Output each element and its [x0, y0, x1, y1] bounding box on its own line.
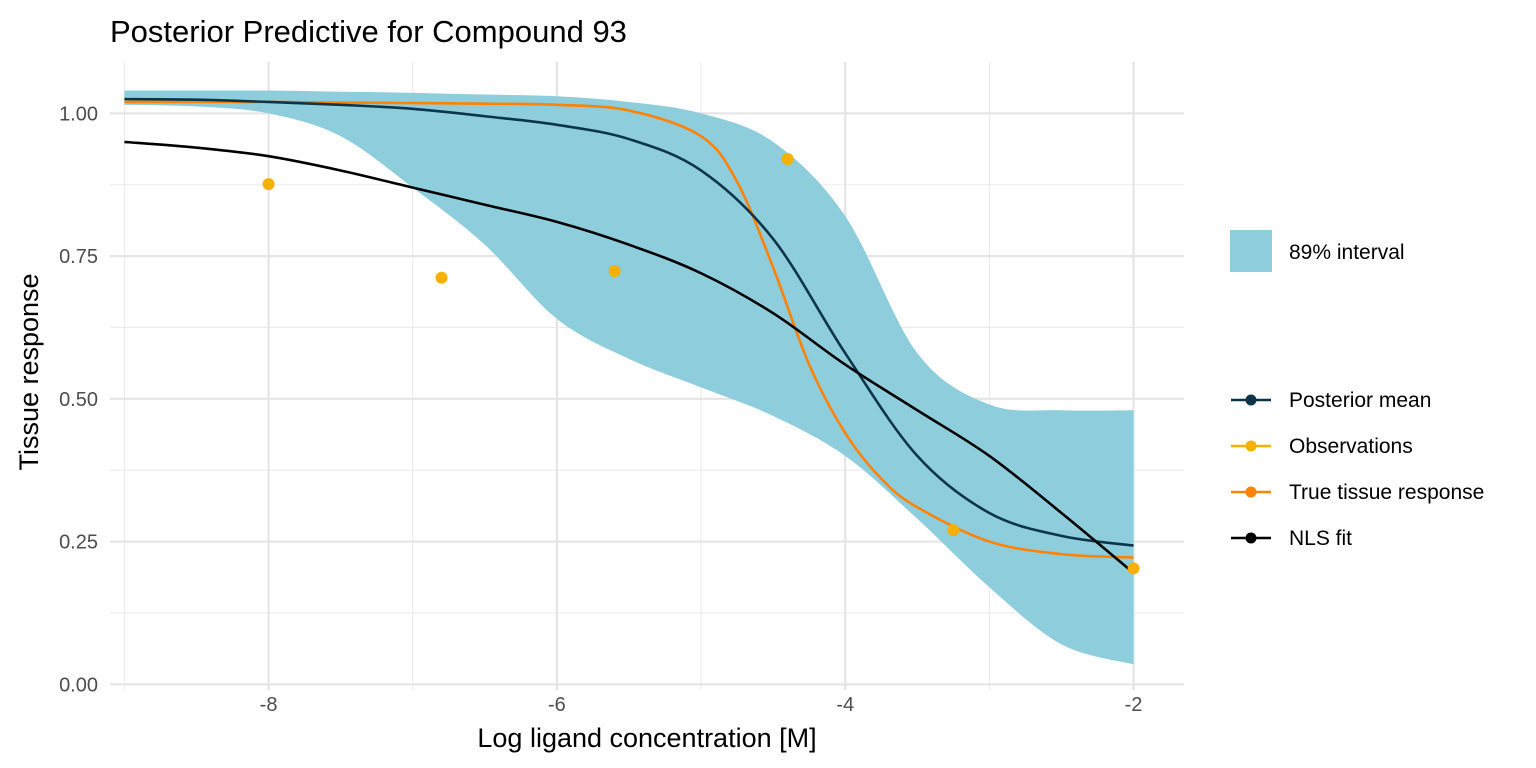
x-tick-label: -4	[836, 694, 854, 716]
x-tick-label: -2	[1125, 694, 1143, 716]
legend-label: Posterior mean	[1289, 389, 1431, 412]
posterior-mean-line	[124, 97, 1134, 547]
y-tick-labels: 0.00 0.25 0.50 0.75 1.00	[59, 103, 98, 696]
legend-interval-key	[1230, 230, 1272, 272]
interval-band	[124, 90, 1134, 665]
legend-label: Observations	[1289, 435, 1413, 458]
legend-key-point	[1245, 486, 1257, 498]
y-tick-label: 1.00	[59, 103, 98, 125]
legend-key-point	[1245, 532, 1257, 544]
y-tick-label: 0.50	[59, 389, 98, 411]
observation-points	[262, 153, 1140, 575]
interval-89-band	[124, 90, 1134, 665]
true-tissue-response-line	[124, 100, 1134, 559]
legend-interval-label: 89% interval	[1289, 241, 1405, 264]
y-tick-label: 0.25	[59, 532, 98, 554]
observation-point	[262, 178, 275, 191]
legend: 89% interval Posterior mean Observations Tr…	[1230, 230, 1484, 550]
nls-fit-line	[124, 140, 1135, 574]
legend-label: NLS fit	[1289, 527, 1352, 550]
observation-point	[947, 524, 960, 537]
observation-point	[435, 271, 448, 284]
legend-label: True tissue response	[1289, 481, 1484, 504]
y-axis-title: Tissue response	[14, 273, 44, 470]
observation-point	[781, 153, 794, 166]
observation-point	[608, 264, 621, 277]
observation-point	[1127, 562, 1140, 575]
y-tick-label: 0.75	[59, 246, 98, 268]
y-tick-label: 0.00	[59, 674, 98, 696]
chart-title: Posterior Predictive for Compound 93	[110, 14, 627, 49]
x-axis-title: Log ligand concentration [M]	[477, 723, 816, 753]
legend-key-point	[1245, 440, 1257, 452]
x-tick-label: -8	[260, 694, 278, 716]
x-tick-labels: -8 -6 -4 -2	[260, 694, 1143, 716]
legend-key-point	[1245, 394, 1257, 406]
x-tick-label: -6	[548, 694, 566, 716]
series-lines	[124, 97, 1135, 574]
